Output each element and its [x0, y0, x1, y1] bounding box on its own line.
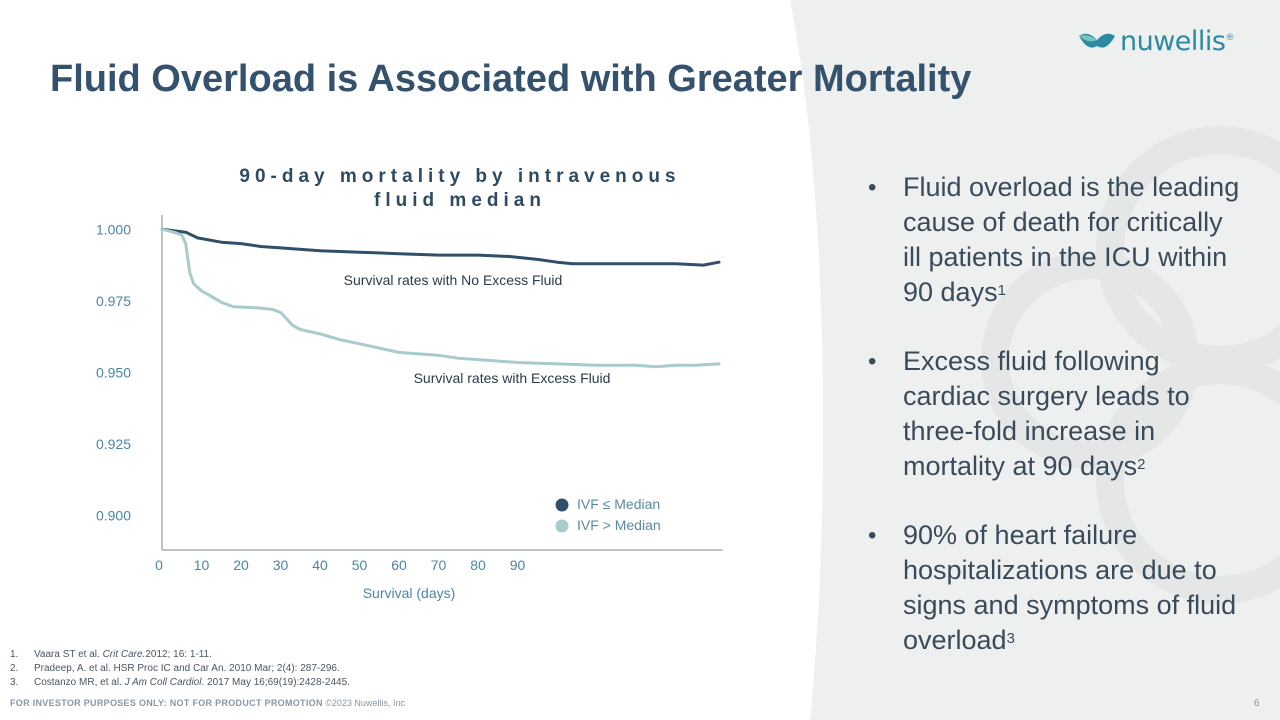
footer: FOR INVESTOR PURPOSES ONLY: NOT FOR PROD… [10, 698, 405, 708]
x-tick-label: 70 [431, 557, 447, 573]
x-tick-label: 10 [194, 557, 210, 573]
chart-title: 90-day mortality by intravenous fluid me… [200, 165, 720, 213]
y-tick-label: 1.000 [96, 221, 131, 237]
y-tick-label: 0.925 [96, 436, 131, 452]
y-tick-label: 0.900 [96, 508, 131, 524]
x-tick-label: 20 [233, 557, 249, 573]
chart-legend: IVF ≤ Median IVF > Median [555, 496, 661, 533]
annotation-excess-fluid: Survival rates with Excess Fluid [414, 370, 611, 386]
page-title: Fluid Overload is Associated with Greate… [50, 58, 972, 100]
logo-text: nuwellis® [1120, 25, 1234, 57]
series-lines [160, 227, 721, 369]
bullet-list: Fluid overload is the leading cause of d… [868, 170, 1248, 692]
references-list: 1. Vaara ST et al. Crit Care.2012; 16: 1-… [10, 648, 350, 690]
bullet-item: Fluid overload is the leading cause of d… [868, 170, 1248, 310]
footer-copyright: ©2023 Nuwellis, Inc [325, 698, 405, 708]
footer-disclaimer: FOR INVESTOR PURPOSES ONLY: NOT FOR PROD… [10, 698, 323, 708]
legend-marker-ivf-gt-median [555, 519, 569, 533]
reference-item: 2. Pradeep, A. et al. HSR Proc IC and Car… [10, 663, 340, 674]
x-tick-label: 90 [510, 557, 526, 573]
x-tick-label: 0 [155, 557, 163, 573]
logo-wave-icon [1079, 33, 1115, 48]
annotation-no-excess-fluid: Survival rates with No Excess Fluid [344, 272, 563, 288]
reference-item: 1. Vaara ST et al. Crit Care.2012; 16: 1-… [10, 649, 212, 660]
y-tick-labels: 1.000 0.975 0.950 0.925 0.900 [96, 221, 131, 523]
series-line-ivf-le-median [160, 227, 721, 267]
x-tick-labels: 0 10 20 30 40 50 60 70 80 90 [155, 557, 525, 573]
legend-label-ivf-le-median: IVF ≤ Median [577, 496, 660, 512]
x-tick-label: 50 [352, 557, 368, 573]
page-number: 6 [1254, 698, 1260, 709]
chart-title-line-1: 90-day mortality by intravenous [239, 166, 681, 187]
y-tick-label: 0.950 [96, 364, 131, 380]
legend-marker-ivf-le-median [555, 498, 569, 512]
x-tick-label: 80 [470, 557, 486, 573]
nuwellis-logo: nuwellis® [1078, 24, 1234, 58]
y-tick-label: 0.975 [96, 293, 131, 309]
series-line-ivf-gt-median [160, 227, 721, 369]
bullet-item: 90% of heart failure hospitalizations ar… [868, 518, 1248, 658]
x-tick-label: 40 [312, 557, 328, 573]
chart-title-line-2: fluid median [374, 190, 546, 211]
legend-label-ivf-gt-median: IVF > Median [577, 517, 661, 533]
x-axis-label: Survival (days) [363, 585, 456, 601]
survival-line-chart: 1.000 0.975 0.950 0.925 0.900 0 10 20 30 40 50 60 7… [96, 215, 723, 601]
bullet-item: Excess fluid following cardiac surgery l… [868, 344, 1248, 484]
reference-item: 3. Costanzo MR, et al. J Am Coll Cardiol.… [10, 677, 350, 688]
x-tick-label: 30 [273, 557, 289, 573]
x-tick-label: 60 [391, 557, 407, 573]
